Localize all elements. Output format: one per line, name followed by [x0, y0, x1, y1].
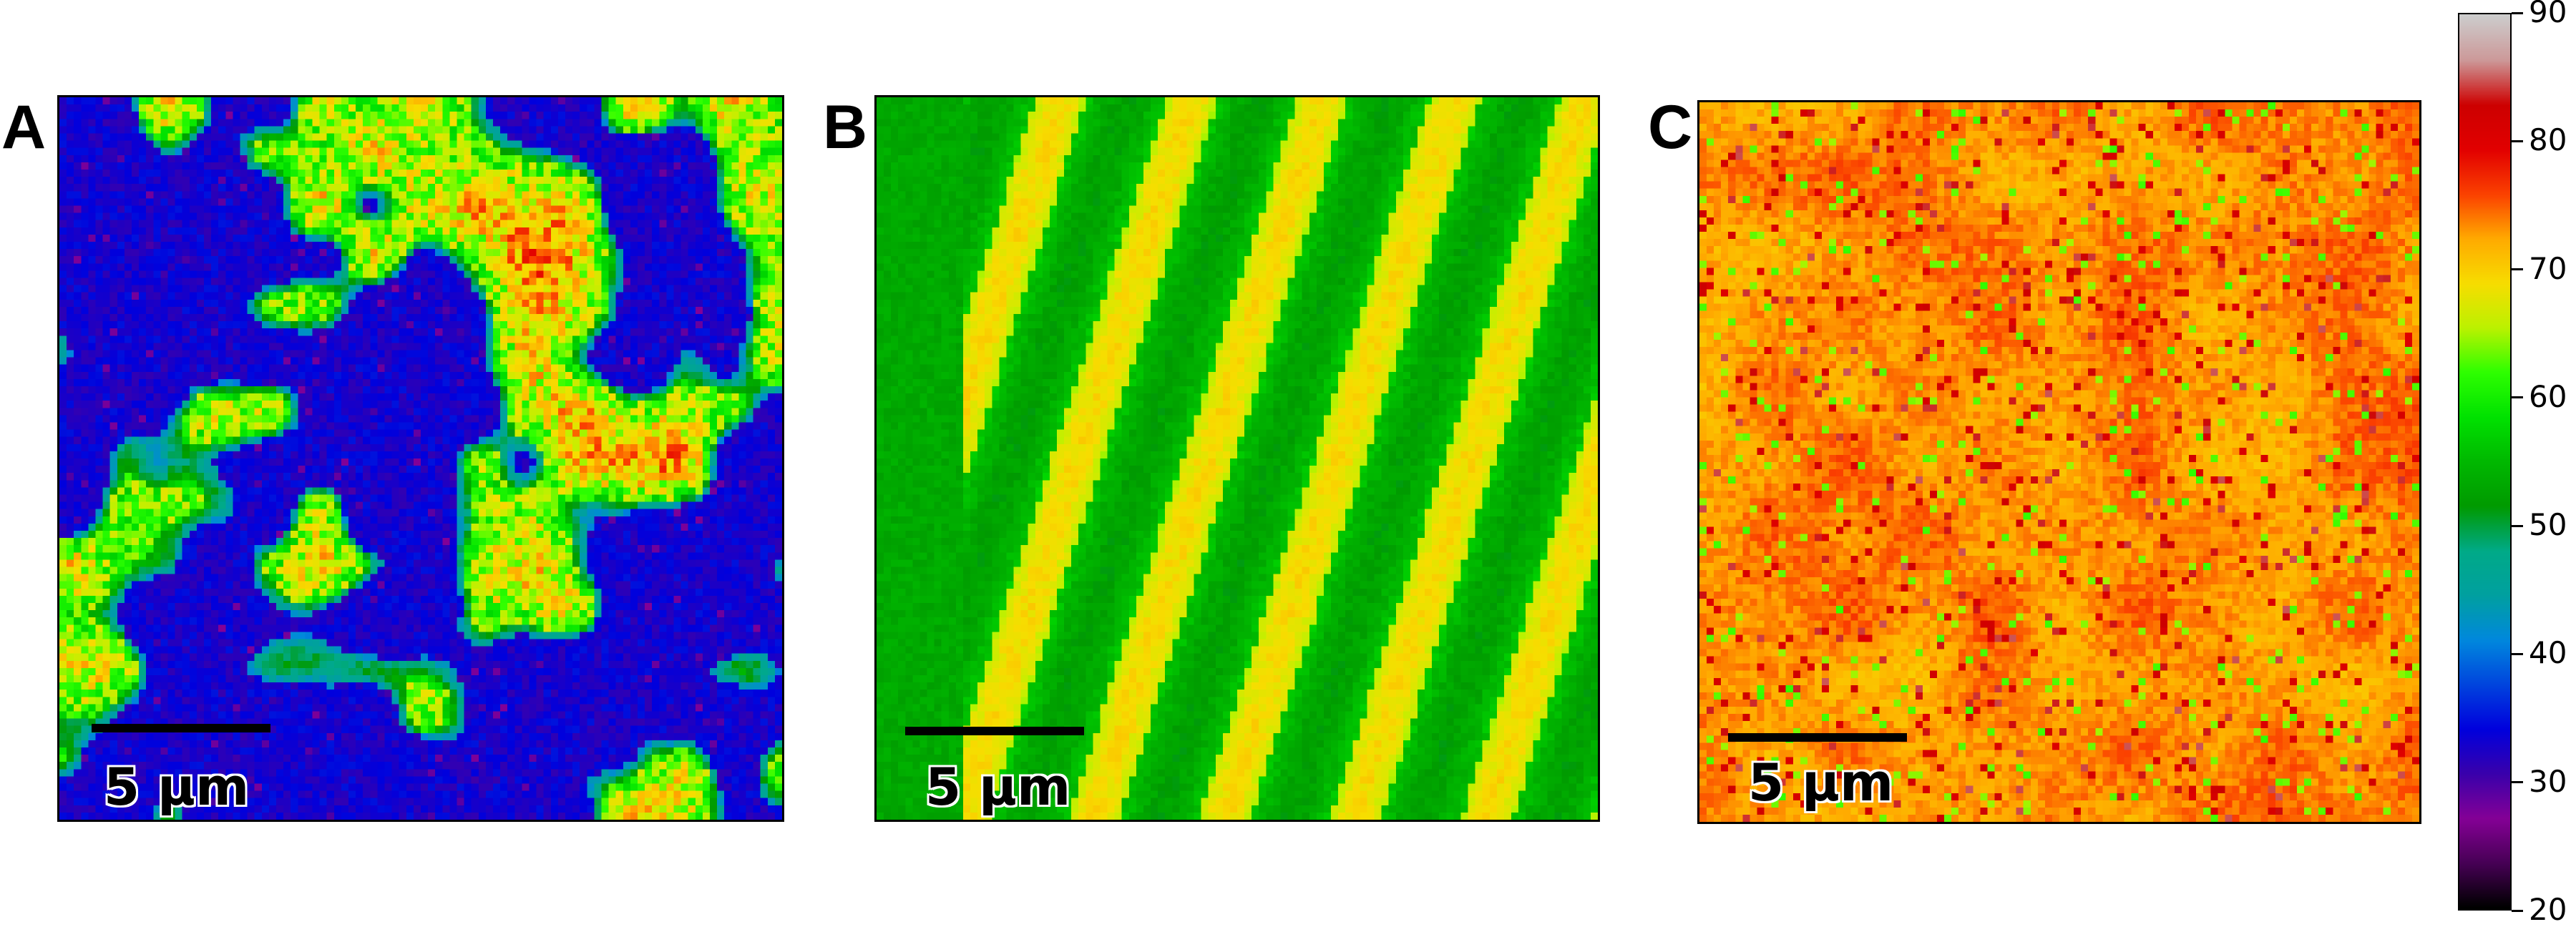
colorbar-tick-label: 20 [2529, 892, 2567, 927]
panel-label-a: A [1, 93, 47, 162]
colorbar-tick-label: 90 [2529, 0, 2567, 29]
colorbar [2458, 13, 2512, 911]
colorbar-tick [2512, 268, 2523, 271]
scale-bar-label-a: 5 µm [104, 757, 250, 817]
colorbar-tick [2512, 396, 2523, 399]
heatmap-a-canvas [59, 97, 782, 820]
heatmap-panel-c: 5 µm [1697, 100, 2421, 824]
scale-bar-a [92, 724, 270, 732]
colorbar-tick [2512, 139, 2523, 142]
colorbar-tick [2512, 652, 2523, 655]
panel-label-b: B [823, 93, 868, 162]
scale-bar-label-b: 5 µm [925, 757, 1071, 817]
colorbar-tick [2512, 909, 2523, 912]
colorbar-tick-label: 60 [2529, 378, 2567, 414]
heatmap-panel-a: 5 µm [57, 95, 784, 822]
panel-label-c: C [1648, 93, 1693, 162]
colorbar-tick-label: 30 [2529, 763, 2567, 799]
colorbar-tick [2512, 524, 2523, 527]
scale-bar-c [1728, 733, 1907, 742]
scale-bar-b [905, 727, 1084, 735]
colorbar-tick-label: 40 [2529, 635, 2567, 671]
heatmap-c-canvas [1699, 102, 2419, 822]
colorbar-tick-label: 50 [2529, 507, 2567, 543]
scale-bar-label-c: 5 µm [1748, 752, 1894, 813]
heatmap-panel-b: 5 µm [874, 95, 1600, 822]
heatmap-b-canvas [877, 97, 1598, 820]
colorbar-tick [2512, 781, 2523, 784]
colorbar-tick-label: 70 [2529, 250, 2567, 286]
colorbar-tick [2512, 11, 2523, 14]
colorbar-tick-label: 80 [2529, 122, 2567, 158]
